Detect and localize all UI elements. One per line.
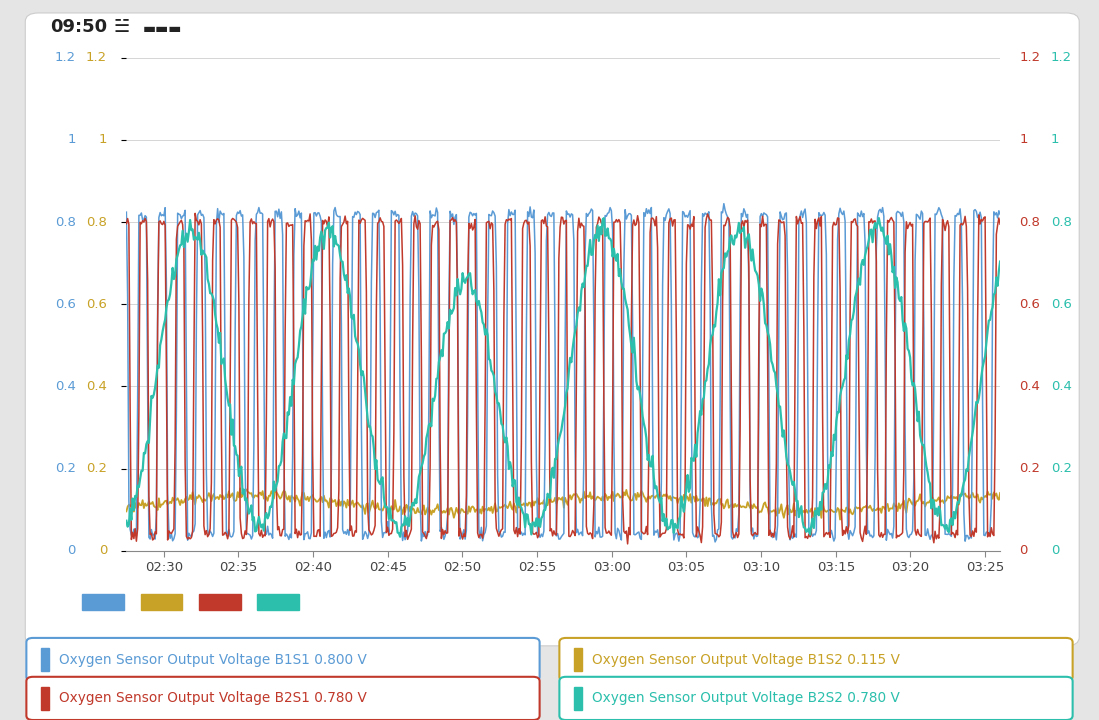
Text: 1: 1 (67, 133, 76, 146)
Text: 1: 1 (1051, 133, 1059, 146)
Text: 0.6: 0.6 (1051, 297, 1072, 311)
Text: 0.2: 0.2 (55, 462, 76, 475)
Text: 0.6: 0.6 (1019, 297, 1040, 311)
Text: 0.2: 0.2 (1019, 462, 1041, 475)
Text: 0: 0 (99, 544, 108, 557)
Text: 1: 1 (99, 133, 108, 146)
Text: 0: 0 (67, 544, 76, 557)
Text: 0: 0 (1051, 544, 1059, 557)
Text: 0: 0 (1019, 544, 1028, 557)
Text: Oxygen Sensor Output Voltage B2S2 0.780 V: Oxygen Sensor Output Voltage B2S2 0.780 … (592, 691, 900, 706)
Text: Oxygen Sensor Output Voltage B1S2 0.115 V: Oxygen Sensor Output Voltage B1S2 0.115 … (592, 652, 900, 667)
Text: 1.2: 1.2 (86, 51, 108, 64)
Text: 1.2: 1.2 (1051, 51, 1072, 64)
Text: Oxygen Sensor Output Voltage B1S1 0.800 V: Oxygen Sensor Output Voltage B1S1 0.800 … (59, 652, 367, 667)
Text: 0.4: 0.4 (87, 380, 108, 393)
Text: 1.2: 1.2 (1019, 51, 1041, 64)
Text: 0.4: 0.4 (55, 380, 76, 393)
Text: 0.4: 0.4 (1019, 380, 1040, 393)
Text: 0.8: 0.8 (1051, 215, 1072, 228)
Text: 0.6: 0.6 (87, 297, 108, 311)
Text: Oxygen Sensor Output Voltage B2S1 0.780 V: Oxygen Sensor Output Voltage B2S1 0.780 … (59, 691, 367, 706)
Text: 0.4: 0.4 (1051, 380, 1072, 393)
Text: 0.2: 0.2 (1051, 462, 1072, 475)
Text: 0.8: 0.8 (55, 215, 76, 228)
Text: 0.8: 0.8 (1019, 215, 1040, 228)
Text: 0.2: 0.2 (86, 462, 108, 475)
Text: 1: 1 (1019, 133, 1028, 146)
Text: 09:50: 09:50 (51, 18, 108, 36)
Text: ☱: ☱ (113, 18, 130, 36)
Text: 0.8: 0.8 (87, 215, 108, 228)
Text: 1.2: 1.2 (55, 51, 76, 64)
Text: 0.6: 0.6 (55, 297, 76, 311)
Text: ▬▬▬: ▬▬▬ (143, 22, 182, 36)
